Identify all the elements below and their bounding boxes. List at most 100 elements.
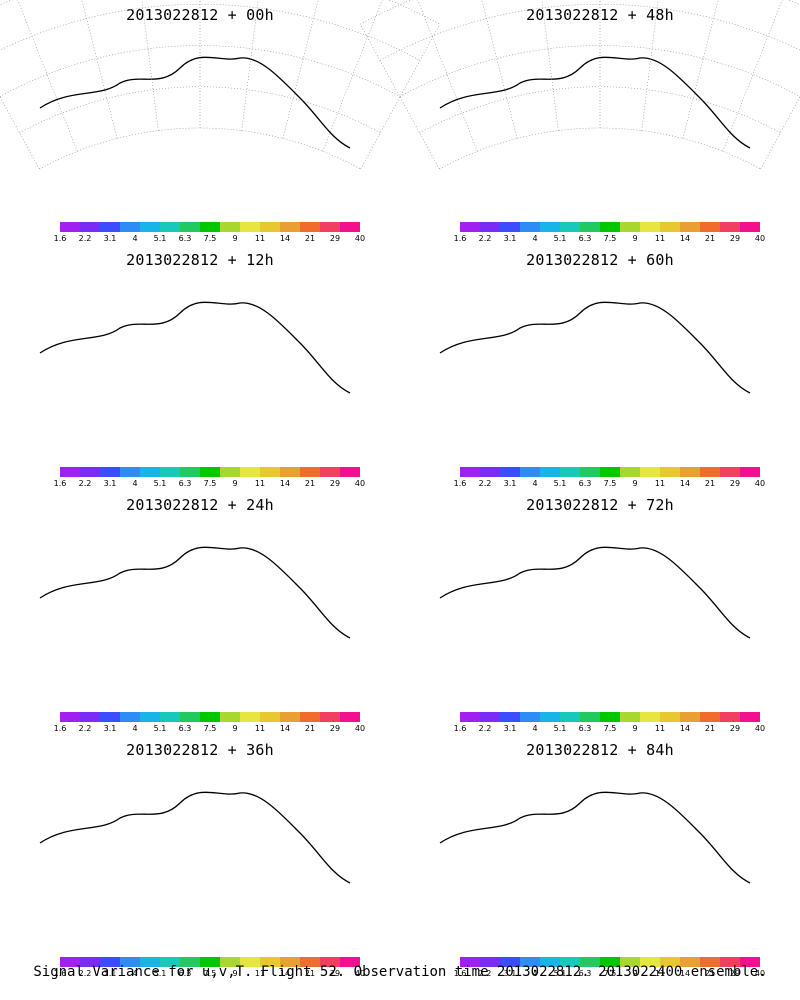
colorbar-swatch — [300, 957, 320, 967]
colorbar-swatch — [180, 957, 200, 967]
colorbar — [460, 712, 760, 722]
colorbar-swatch — [80, 957, 100, 967]
colorbar-tick-label: 2.2 — [78, 234, 92, 243]
colorbar-tick-label: 6.3 — [578, 479, 592, 488]
colorbar-tick-label: 14 — [279, 479, 291, 488]
colorbar-swatch — [320, 467, 340, 477]
coastline — [39, 546, 351, 639]
colorbar-tick-label: 6.3 — [578, 234, 592, 243]
colorbar-tick-label: 2.2 — [478, 724, 492, 733]
colorbar-tick-label: 9 — [632, 234, 638, 243]
colorbar-tick-label: 1.6 — [453, 969, 467, 978]
colorbar-tick-label: 5.1 — [553, 479, 567, 488]
colorbar-tick-label: 1.6 — [453, 234, 467, 243]
field-map — [39, 546, 351, 649]
colorbar-swatch — [740, 957, 760, 967]
colorbar-tick-label: 1.6 — [53, 724, 67, 733]
variance-maximum — [154, 607, 207, 649]
colorbar-swatch — [60, 467, 80, 477]
variance-maximum — [592, 576, 648, 620]
variance-maximum — [592, 331, 648, 375]
longitude-line — [141, 0, 159, 131]
panel-title: 2013022812 + 12h — [126, 251, 274, 269]
longitude-line — [81, 0, 118, 139]
colorbar-swatch — [340, 467, 360, 477]
colorbar-swatch — [700, 712, 720, 722]
colorbar-swatch — [60, 957, 80, 967]
colorbar — [460, 222, 760, 232]
colorbar-swatch — [320, 712, 340, 722]
field-map — [439, 301, 751, 394]
variance-maximum — [193, 822, 247, 864]
colorbar-tick-label: 3.1 — [103, 479, 117, 488]
colorbar-swatch — [640, 222, 660, 232]
colorbar-tick-label: 7.5 — [203, 479, 217, 488]
variance-maximum — [155, 363, 205, 402]
colorbar-swatch — [680, 222, 700, 232]
colorbar-ticks: 1.6 2.2 3.1 4 5.1 6.3 7.5 9 11 14 21 29 40 — [54, 969, 365, 979]
colorbar-tick-label: 3.1 — [503, 479, 517, 488]
variance-maximum — [592, 821, 648, 865]
colorbar-tick-label: 6.3 — [578, 969, 592, 978]
colorbar-swatch — [480, 957, 500, 967]
field-map — [360, 0, 800, 884]
colorbar-tick-label: 9 — [232, 724, 238, 733]
colorbar-tick-label: 4 — [532, 479, 538, 488]
colorbar-tick-label: 29 — [729, 724, 741, 733]
colorbar-swatch — [200, 222, 220, 232]
colorbar-swatch — [100, 712, 120, 722]
colorbar-tick-label: 2.2 — [478, 234, 492, 243]
colorbar-tick-label: 40 — [754, 724, 766, 733]
colorbar-tick-label: 4 — [132, 234, 138, 243]
colorbar-swatch — [700, 957, 720, 967]
latitude-line — [439, 127, 761, 170]
colorbar-tick-label: 11 — [254, 479, 266, 488]
colorbar-tick-label: 3.1 — [503, 724, 517, 733]
colorbar-swatch — [200, 467, 220, 477]
panel-title: 2013022812 + 36h — [126, 741, 274, 759]
variance-maximum — [234, 607, 287, 649]
colorbar-swatch — [340, 957, 360, 967]
variance-maximum — [114, 577, 167, 619]
colorbar-swatch — [500, 957, 520, 967]
colorbar-swatch — [280, 222, 300, 232]
colorbar-tick-label: 40 — [354, 969, 366, 978]
variance-maximum — [197, 90, 244, 127]
colorbar — [460, 467, 760, 477]
colorbar-swatch — [220, 712, 240, 722]
variance-maximum — [115, 333, 165, 372]
colorbar-ticks: 1.6 2.2 3.1 4 5.1 6.3 7.5 9 11 14 21 29 40 — [454, 234, 765, 244]
colorbar-tick-label: 9 — [632, 479, 638, 488]
colorbar-swatch — [540, 467, 560, 477]
colorbar — [60, 467, 360, 477]
variance-field — [46, 286, 354, 450]
colorbar-tick-label: 6.3 — [178, 234, 192, 243]
longitude-line — [417, 0, 478, 152]
latitude-line — [0, 3, 421, 61]
panel-title: 2013022812 + 24h — [126, 496, 274, 514]
colorbar-tick-label: 21 — [704, 234, 716, 243]
colorbar-tick-label: 14 — [279, 724, 291, 733]
colorbar-tick-label: 5.1 — [553, 724, 567, 733]
colorbar-tick-label: 14 — [679, 724, 691, 733]
colorbar-swatch — [340, 712, 360, 722]
colorbar-swatch — [620, 957, 640, 967]
variance-maximum — [157, 120, 204, 157]
coastline — [39, 301, 351, 394]
coastline — [439, 56, 751, 149]
colorbar-swatch — [500, 467, 520, 477]
colorbar-swatch — [700, 467, 720, 477]
colorbar-tick-label: 6.3 — [178, 479, 192, 488]
colorbar-swatch — [80, 712, 100, 722]
forecast-panel: 2013022812 + 72h 1.6 2.2 3.1 4 5.1 6.3 7.5 9 11 14… — [400, 490, 800, 735]
colorbar-swatch — [740, 467, 760, 477]
colorbar-swatch — [60, 222, 80, 232]
colorbar-swatch — [600, 957, 620, 967]
colorbar-tick-label: 14 — [279, 234, 291, 243]
latitude-line — [39, 127, 361, 170]
colorbar-swatch — [340, 222, 360, 232]
colorbar-swatch — [240, 467, 260, 477]
colorbar-swatch — [740, 712, 760, 722]
latitude-line — [379, 3, 800, 61]
colorbar-tick-label: 5.1 — [153, 724, 167, 733]
